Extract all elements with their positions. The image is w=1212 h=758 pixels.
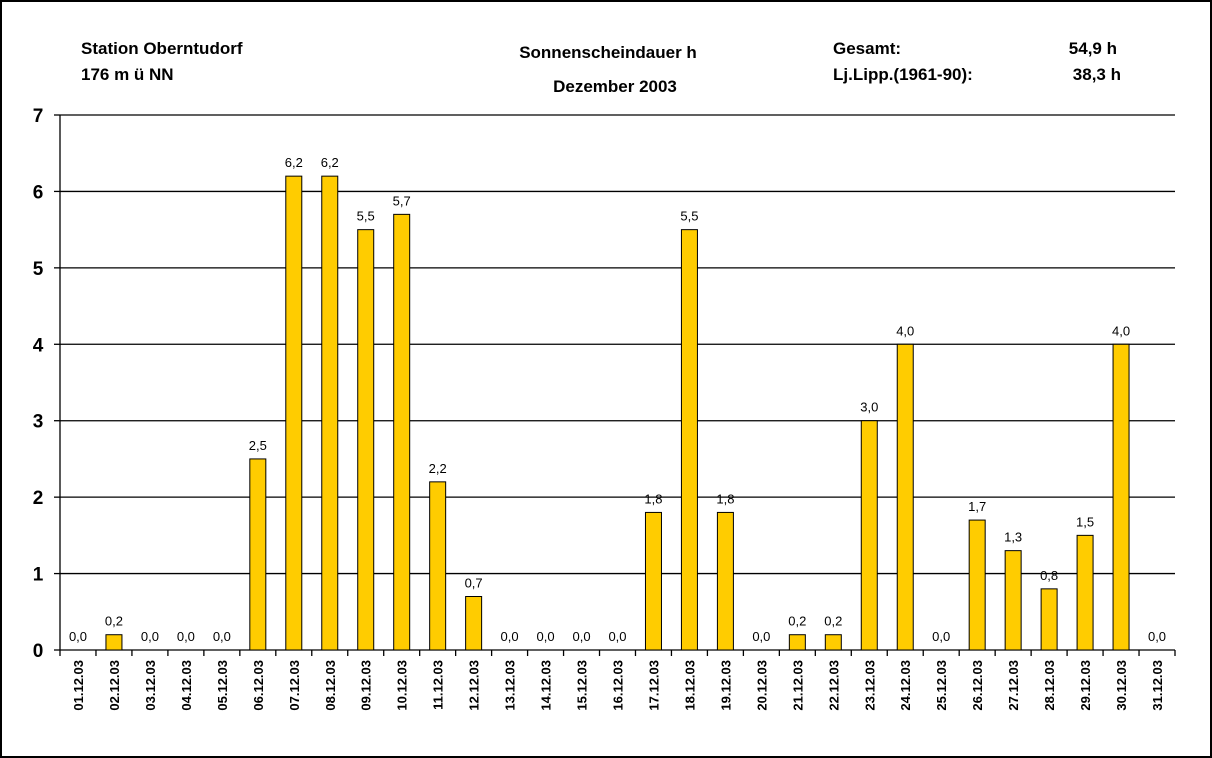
- data-label: 3,0: [860, 400, 878, 415]
- x-tick-label: 16.12.03: [611, 660, 626, 711]
- x-tick-label: 12.12.03: [467, 660, 482, 711]
- mean-label: Lj.Lipp.(1961-90):: [833, 65, 973, 84]
- station-name: Station Oberntudorf: [81, 39, 243, 58]
- data-label: 0,0: [213, 629, 231, 644]
- data-label: 2,2: [429, 461, 447, 476]
- data-label: 0,0: [537, 629, 555, 644]
- data-label: 6,2: [321, 155, 339, 170]
- bar: [644, 511, 662, 651]
- data-label: 0,0: [752, 629, 770, 644]
- data-label: 2,5: [249, 438, 267, 453]
- x-tick-label: 28.12.03: [1042, 660, 1057, 711]
- y-tick-label: 2: [33, 488, 44, 509]
- data-label: 6,2: [285, 155, 303, 170]
- data-label: 0,2: [105, 614, 123, 629]
- data-label: 0,0: [177, 629, 195, 644]
- bar: [105, 634, 123, 651]
- bar: [968, 519, 986, 651]
- data-label: 1,8: [716, 491, 734, 506]
- bar: [249, 458, 267, 651]
- data-label: 1,3: [1004, 530, 1022, 545]
- x-tick-label: 31.12.03: [1150, 660, 1165, 711]
- data-label: 0,7: [465, 576, 483, 591]
- y-tick-label: 1: [33, 565, 44, 586]
- x-tick-label: 14.12.03: [539, 660, 554, 711]
- x-tick-label: 08.12.03: [323, 660, 338, 711]
- bar: [1004, 550, 1022, 651]
- station-height: 176 m ü NN: [81, 65, 174, 84]
- chart-title: Sonnenscheindauer h: [519, 43, 697, 62]
- x-tick-label: 21.12.03: [790, 660, 805, 711]
- data-label: 0,0: [1148, 629, 1166, 644]
- data-label: 0,2: [788, 614, 806, 629]
- data-label: 0,0: [608, 629, 626, 644]
- bar: [896, 343, 914, 651]
- x-tick-label: 19.12.03: [718, 660, 733, 711]
- x-tick-label: 17.12.03: [646, 660, 661, 711]
- x-tick-label: 05.12.03: [215, 660, 230, 711]
- x-tick-label: 13.12.03: [503, 660, 518, 711]
- bar: [465, 596, 483, 651]
- x-tick-label: 18.12.03: [682, 660, 697, 711]
- x-tick-label: 22.12.03: [826, 660, 841, 711]
- data-label: 5,5: [680, 209, 698, 224]
- data-label: 1,8: [644, 491, 662, 506]
- x-tick-label: 26.12.03: [970, 660, 985, 711]
- y-tick-label: 4: [33, 335, 44, 356]
- data-label: 0,8: [1040, 568, 1058, 583]
- y-tick-label: 5: [33, 259, 44, 280]
- bar: [788, 634, 806, 651]
- x-tick-label: 09.12.03: [359, 660, 374, 711]
- x-tick-label: 06.12.03: [251, 660, 266, 711]
- data-label: 0,0: [141, 629, 159, 644]
- bar: [680, 229, 698, 651]
- bar: [429, 481, 447, 651]
- x-tick-label: 11.12.03: [431, 660, 446, 710]
- data-label: 0,0: [501, 629, 519, 644]
- bar: [860, 420, 878, 651]
- x-tick-label: 07.12.03: [287, 660, 302, 711]
- x-tick-label: 25.12.03: [934, 660, 949, 711]
- data-label: 5,5: [357, 209, 375, 224]
- x-tick-label: 10.12.03: [395, 660, 410, 711]
- bar: [1076, 534, 1094, 651]
- data-label: 0,0: [932, 629, 950, 644]
- x-tick-label: 03.12.03: [143, 660, 158, 711]
- data-label: 5,7: [393, 193, 411, 208]
- bar: [357, 229, 375, 651]
- bar: [716, 511, 734, 651]
- data-label: 1,5: [1076, 514, 1094, 529]
- bar: [1112, 343, 1130, 651]
- x-tick-label: 27.12.03: [1006, 660, 1021, 711]
- x-tick-label: 02.12.03: [107, 660, 122, 711]
- x-tick-label: 30.12.03: [1114, 660, 1129, 711]
- y-tick-label: 6: [33, 182, 44, 203]
- data-label: 1,7: [968, 499, 986, 514]
- bar: [393, 213, 411, 651]
- x-tick-label: 04.12.03: [179, 660, 194, 711]
- x-tick-label: 23.12.03: [862, 660, 877, 711]
- x-tick-label: 24.12.03: [898, 660, 913, 711]
- data-label: 4,0: [896, 323, 914, 338]
- y-tick-label: 7: [33, 106, 44, 127]
- total-label: Gesamt:: [833, 39, 901, 58]
- mean-value: 38,3 h: [1073, 65, 1121, 84]
- bar: [285, 175, 303, 651]
- x-tick-label: 01.12.03: [71, 660, 86, 711]
- bar: [1040, 588, 1058, 651]
- x-tick-label: 15.12.03: [575, 660, 590, 711]
- bar: [321, 175, 339, 651]
- data-label: 0,0: [69, 629, 87, 644]
- x-tick-label: 20.12.03: [754, 660, 769, 711]
- data-label: 0,2: [824, 614, 842, 629]
- total-value: 54,9 h: [1069, 39, 1117, 58]
- data-label: 4,0: [1112, 323, 1130, 338]
- x-tick-label: 29.12.03: [1078, 660, 1093, 711]
- data-label: 0,0: [572, 629, 590, 644]
- chart-subtitle: Dezember 2003: [553, 77, 677, 96]
- bar: [824, 634, 842, 651]
- y-tick-label: 0: [33, 641, 44, 662]
- y-tick-label: 3: [33, 412, 44, 433]
